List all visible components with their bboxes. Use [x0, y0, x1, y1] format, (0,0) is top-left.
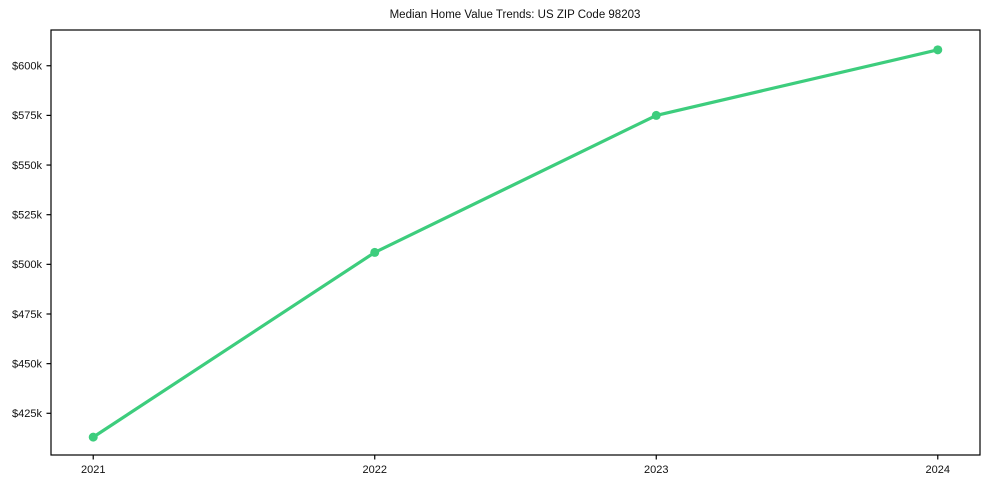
plot-frame: [50, 29, 981, 456]
y-tick-label: $425k: [12, 408, 42, 420]
y-tick-label: $550k: [12, 160, 42, 172]
y-tick-label: $575k: [12, 110, 42, 122]
y-tick-label: $450k: [12, 358, 42, 370]
y-tick-label: $500k: [12, 259, 42, 271]
x-tick-label: 2021: [81, 464, 105, 476]
data-point-marker: [933, 45, 943, 55]
y-tick-label: $475k: [12, 309, 42, 321]
x-tick-label: 2023: [644, 464, 668, 476]
x-tick-label: 2024: [926, 464, 950, 476]
y-tick-label: $600k: [12, 61, 42, 73]
y-tick-label: $525k: [12, 209, 42, 221]
data-point-marker: [651, 110, 661, 120]
plot-area: $425k $450k $475k $500k $525k $550k $575k $600k…: [12, 29, 981, 476]
chart-title: Median Home Value Trends: US ZIP Code 98…: [390, 9, 641, 21]
x-tick-label: 2022: [363, 464, 387, 476]
data-point-marker: [88, 432, 98, 442]
trend-line: [91, 48, 940, 439]
data-point-marker: [370, 247, 380, 257]
